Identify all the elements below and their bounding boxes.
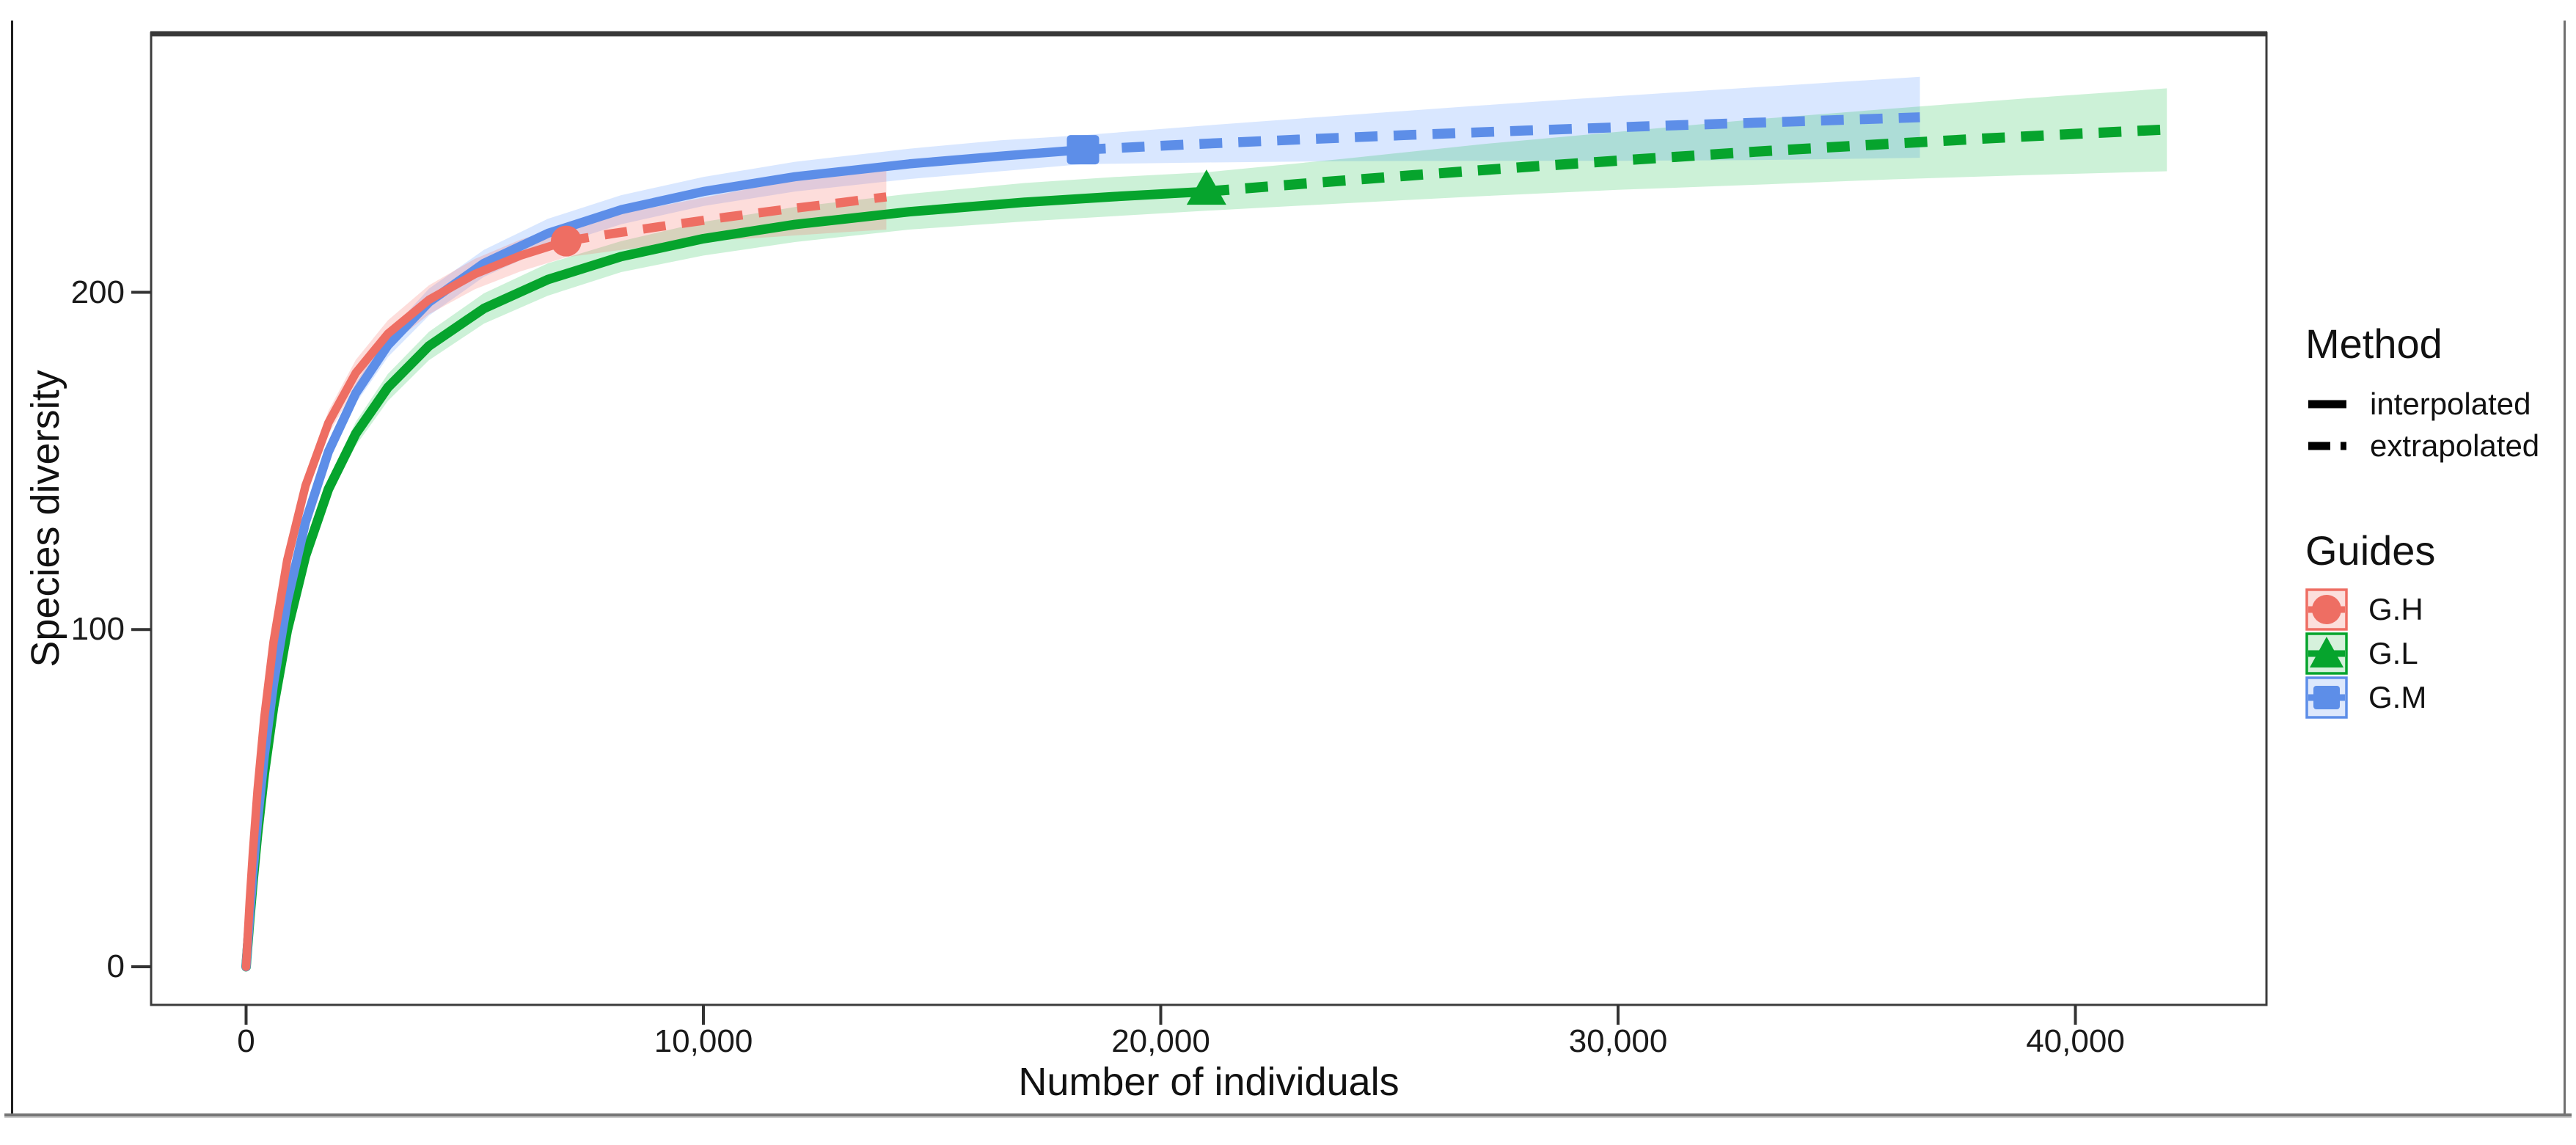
window-border-bottom xyxy=(4,1113,2572,1116)
series-G.H xyxy=(241,192,888,971)
gm-observed-marker xyxy=(1066,135,1099,165)
y-tick-label: 200 xyxy=(70,274,125,310)
gh-interpolated-line xyxy=(241,236,571,971)
y-tick-label: 100 xyxy=(70,611,125,648)
y-axis-title: Species diversity xyxy=(23,370,67,667)
legend-item-label: G.L xyxy=(2368,636,2418,670)
x-axis-title: Number of individuals xyxy=(1018,1060,1399,1104)
legend-item-gh: G.H xyxy=(2305,588,2423,631)
x-tick-label: 20,000 xyxy=(1111,1023,1210,1059)
gl-interpolated-line xyxy=(241,186,1212,972)
x-tick-label: 0 xyxy=(237,1023,255,1059)
key-triangle xyxy=(2310,637,2343,667)
window-border-bottom-highlight xyxy=(4,1116,2572,1118)
gm-square-key-icon xyxy=(2305,676,2348,719)
legend-guides-title: Guides xyxy=(2305,527,2436,574)
x-tick-label: 10,000 xyxy=(654,1023,753,1059)
gl-observed-marker xyxy=(1186,169,1226,205)
legend-item-label: G.H xyxy=(2368,592,2423,626)
gh-extrapolated-line xyxy=(565,192,888,246)
legend-item-interpolated: interpolated xyxy=(2305,384,2531,425)
legend-item-label: interpolated xyxy=(2370,387,2531,421)
gh-observed-marker xyxy=(550,225,582,257)
y-tick-label: 0 xyxy=(106,948,125,985)
gl-extrapolated-line xyxy=(1206,124,2167,197)
gm-extrapolated-line xyxy=(1083,112,1920,155)
x-tick-label: 40,000 xyxy=(2026,1023,2125,1059)
window-border-left xyxy=(11,21,13,1116)
key-square xyxy=(2313,686,2340,709)
legend-item-extrapolated: extrapolated xyxy=(2305,425,2539,467)
legend-item-gl: G.L xyxy=(2305,632,2418,675)
legend-method-title: Method xyxy=(2305,321,2443,367)
interpolated-line-key-icon xyxy=(2308,400,2346,409)
legend-item-label: extrapolated xyxy=(2370,428,2540,463)
x-tick-label: 30,000 xyxy=(1568,1023,1668,1059)
gl-confidence-ribbon xyxy=(260,88,2167,816)
legend-item-gm: G.M xyxy=(2305,676,2426,719)
gh-circle-key-icon xyxy=(2305,588,2348,631)
gl-triangle-key-icon xyxy=(2305,632,2348,675)
gm-interpolated-line xyxy=(241,145,1088,972)
key-circle xyxy=(2312,595,2341,624)
window-border-right xyxy=(2564,21,2566,1116)
legend-item-label: G.M xyxy=(2368,680,2427,714)
extrapolated-line-key-icon xyxy=(2308,442,2346,450)
